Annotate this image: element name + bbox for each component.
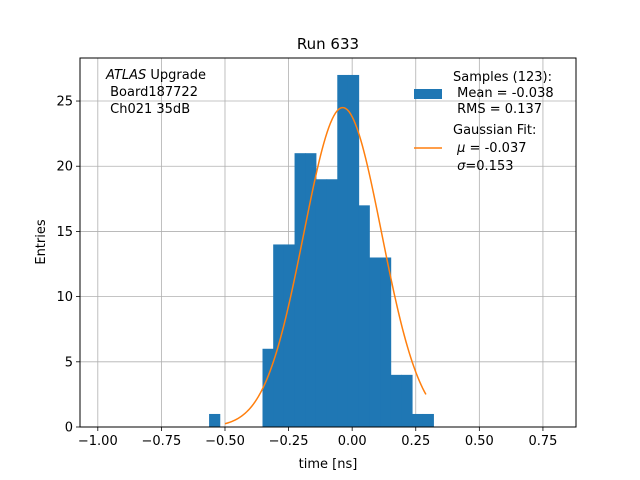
legend: Samples (123): Mean = -0.038 RMS = 0.137… [414, 70, 554, 174]
legend-fit-mu: μ = -0.037 [453, 141, 527, 156]
x-tick-label: −0.25 [269, 434, 309, 449]
legend-samples-mean: Mean = -0.038 [453, 86, 554, 101]
x-tick-label: 0.75 [528, 434, 557, 449]
legend-fit-title: Gaussian Fit: [453, 123, 536, 138]
histogram-bar [294, 153, 306, 427]
mu-symbol: μ [456, 141, 465, 156]
y-tick-label: 5 [65, 355, 73, 370]
y-axis-ticks: 0 5 10 15 20 25 [56, 95, 80, 436]
x-tick-label: 0.25 [401, 434, 430, 449]
histogram-bar [358, 205, 370, 427]
y-tick-label: 0 [65, 421, 73, 436]
histogram-bar [305, 153, 317, 427]
x-tick-label: −0.75 [141, 434, 181, 449]
y-tick-label: 10 [56, 290, 73, 305]
sigma-symbol: σ [457, 159, 466, 174]
histogram-bar [326, 179, 338, 427]
fit-curve [224, 106, 427, 425]
histogram-bar [422, 413, 434, 427]
histogram-bar [369, 257, 381, 427]
x-axis-label: time [ns] [299, 457, 358, 472]
y-tick-label: 20 [56, 160, 73, 175]
histogram-bar [337, 74, 349, 427]
x-tick-label: −1.00 [78, 434, 118, 449]
histogram-bars [209, 74, 434, 427]
sigma-value: =0.153 [465, 159, 513, 174]
histogram-bar [390, 374, 402, 427]
legend-samples-title: Samples (123): [453, 70, 552, 85]
atlas-annotation: ATLAS Upgrade Board187722 Ch021 35dB [105, 68, 206, 117]
histogram-bar [262, 348, 274, 427]
histogram-bar [347, 74, 360, 427]
atlas-label: ATLAS [105, 68, 146, 83]
channel-label: Ch021 35dB [106, 102, 190, 117]
y-axis-label: Entries [34, 219, 49, 265]
board-label: Board187722 [106, 85, 198, 100]
histogram-bar [315, 179, 328, 427]
plot-frame [79, 57, 577, 428]
histogram-bar [380, 257, 392, 427]
histogram-bar [273, 244, 285, 427]
histogram-bar [283, 244, 296, 427]
gaussian-fit [224, 106, 427, 425]
legend-samples-rms: RMS = 0.137 [453, 102, 542, 117]
legend-hist-swatch [414, 89, 442, 99]
histogram-bar [401, 374, 413, 427]
x-tick-label: 0.00 [338, 434, 367, 449]
upgrade-label: Upgrade [146, 68, 206, 83]
histogram-bar [209, 413, 221, 427]
chart-title: Run 633 [297, 35, 359, 53]
y-tick-label: 15 [56, 225, 73, 240]
histogram-bar [412, 413, 424, 427]
legend-fit-sigma: σ=0.153 [453, 159, 514, 174]
mu-value: = -0.037 [465, 141, 526, 156]
x-tick-label: −0.50 [205, 434, 245, 449]
annotation-line1: ATLAS Upgrade [105, 68, 206, 83]
y-tick-label: 25 [56, 95, 73, 110]
x-tick-label: 0.50 [465, 434, 494, 449]
x-axis-ticks: −1.00 −0.75 −0.50 −0.25 0.00 0.25 0.50 0.75 [78, 427, 557, 449]
